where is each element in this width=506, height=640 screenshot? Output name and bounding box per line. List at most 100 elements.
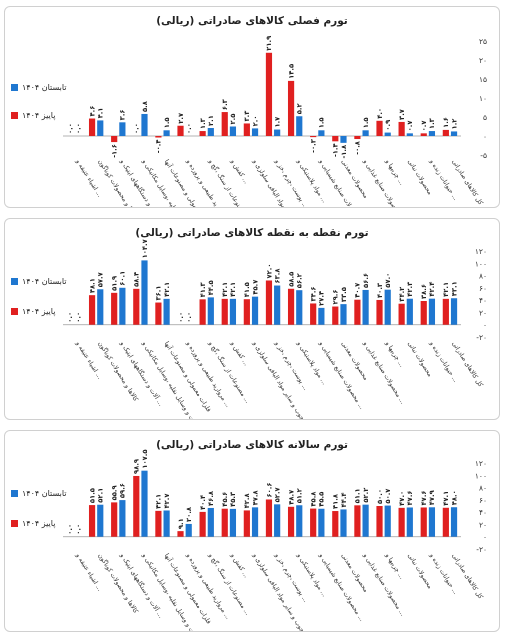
- data-label: ۲.۵: [229, 114, 237, 125]
- data-label: ۱.۳: [428, 117, 436, 129]
- y-tick-label: ۱۰: [479, 94, 487, 103]
- data-label: ۴۲.۷: [163, 493, 171, 509]
- bar: [243, 299, 250, 325]
- bar: [318, 130, 325, 136]
- data-label: ۴۷.۶: [420, 490, 428, 505]
- data-label: ۵۱.۲: [296, 487, 304, 503]
- category-label: مصنوعات از سنگ ،گچ و ...: [206, 551, 251, 617]
- bar: [229, 508, 237, 537]
- category-label: چربیها و ...: [383, 552, 405, 581]
- bar: [88, 505, 96, 537]
- bar: [332, 511, 339, 537]
- category-label: کفش و ...: [229, 340, 250, 368]
- category-label: مروارید طبیعی و پرورده و ...: [184, 340, 231, 409]
- bar: [398, 121, 405, 136]
- bar: [229, 126, 237, 136]
- data-label: ۰.۷: [406, 120, 414, 132]
- data-label: ۰.۰: [66, 123, 74, 134]
- bar: [111, 502, 118, 537]
- bar: [354, 136, 361, 140]
- data-label: ۱.۵: [362, 117, 370, 128]
- bar: [332, 306, 339, 325]
- data-label: ۴۲.۸: [243, 493, 251, 509]
- bar: [265, 52, 273, 136]
- legend-item-autumn: پاییز ۱۴۰۴: [11, 519, 55, 528]
- data-label: ۷۲.۰: [265, 263, 273, 278]
- data-label: ۲.۷: [177, 112, 185, 124]
- bar: [207, 297, 214, 325]
- quarterly-inflation-chart: تورم فصلی کالاهای صادراتی (ریالی) تابستا…: [4, 6, 500, 208]
- bar: [428, 131, 436, 136]
- data-label: ۴.۱: [97, 108, 105, 119]
- data-label: ۴۳.۱: [450, 281, 458, 296]
- data-label: ۵۶.۶: [362, 273, 370, 288]
- legend-item-summer: تابستان ۱۴۰۴: [11, 277, 66, 286]
- bar: [420, 301, 427, 325]
- category-label: آلات و دستگاههای اپتیک و ...: [118, 550, 166, 619]
- data-label: ۵۶.۲: [296, 272, 304, 288]
- data-label: ۹۸.۹: [133, 458, 141, 474]
- bar: [442, 298, 449, 325]
- point-to-point-inflation-chart: تورم نقطه به نقطه کالاهای صادراتی (ریالی…: [4, 218, 500, 420]
- data-label: ۴۲.۳: [406, 281, 414, 297]
- data-label: ۴۰.۳: [376, 282, 384, 298]
- bar: [287, 80, 295, 136]
- y-tick-label: ۱۵: [479, 75, 487, 84]
- bar: [332, 136, 339, 142]
- data-label: ۴۱.۸: [332, 493, 340, 509]
- bar: [354, 299, 361, 325]
- bar: [340, 136, 347, 143]
- data-label: ۵۲.۷: [273, 486, 281, 502]
- bar: [398, 303, 405, 325]
- data-label: ۵۰.۷: [384, 488, 392, 504]
- data-label: ۴.۰: [376, 108, 384, 119]
- bar: [199, 131, 206, 136]
- data-label: ۵۲.۱: [97, 488, 105, 503]
- bar: [155, 510, 162, 537]
- legend-item-autumn: پاییز ۱۴۰۴: [11, 111, 55, 120]
- bar: [406, 507, 413, 537]
- bar: [111, 136, 118, 143]
- data-label: -۰.۳: [309, 138, 317, 153]
- bar: [88, 118, 96, 136]
- bar: [221, 298, 228, 325]
- bar: [199, 299, 206, 325]
- data-label: ۰.۰: [185, 123, 193, 134]
- legend-item-summer: تابستان ۱۴۰۴: [11, 83, 66, 92]
- bar: [287, 288, 295, 325]
- bar: [420, 133, 427, 136]
- bar: [362, 504, 369, 537]
- category-label: مصنوعات از سنگ ،گچ و ...: [206, 339, 251, 405]
- bar: [119, 122, 126, 136]
- bar: [420, 507, 427, 537]
- data-label: ۴۰.۷: [354, 282, 362, 298]
- data-label: ۲۹.۶: [332, 290, 340, 305]
- data-label: ۴۱.۳: [199, 281, 207, 297]
- category-label: کفش و ...: [229, 158, 250, 186]
- bar: [97, 289, 104, 325]
- category-label: محصولات صنایع غذایی و ...: [361, 552, 406, 618]
- data-label: ۴۷.۶: [406, 490, 414, 505]
- bar: [111, 292, 118, 325]
- bar: [340, 304, 347, 325]
- bar: [406, 133, 413, 136]
- bar: [362, 130, 369, 136]
- legend-label: تابستان ۱۴۰۴: [22, 83, 67, 92]
- legend-swatch-red-icon: [11, 520, 18, 527]
- bar: [163, 298, 170, 325]
- bar: [265, 280, 273, 325]
- chart-title: تورم نقطه به نقطه کالاهای صادراتی (ریالی…: [135, 227, 369, 239]
- data-label: ۰.۹: [384, 119, 392, 131]
- data-label: ۴۲.۱: [163, 282, 171, 297]
- data-label: ۴۲.۴: [428, 282, 436, 297]
- legend-label: تابستان ۱۴۰۴: [22, 277, 67, 286]
- chart-title: تورم سالانه کالاهای صادراتی (ریالی): [156, 439, 348, 451]
- data-label: ۲.۱: [207, 115, 215, 126]
- bar: [362, 289, 369, 325]
- bar: [384, 132, 391, 136]
- data-label: ۴۱.۵: [243, 282, 251, 297]
- category-label: مروارید طبیعی و پرورده و ...: [184, 552, 231, 621]
- data-label: ۴۵.۷: [251, 279, 259, 295]
- data-label: ۵۱.۱: [354, 488, 362, 503]
